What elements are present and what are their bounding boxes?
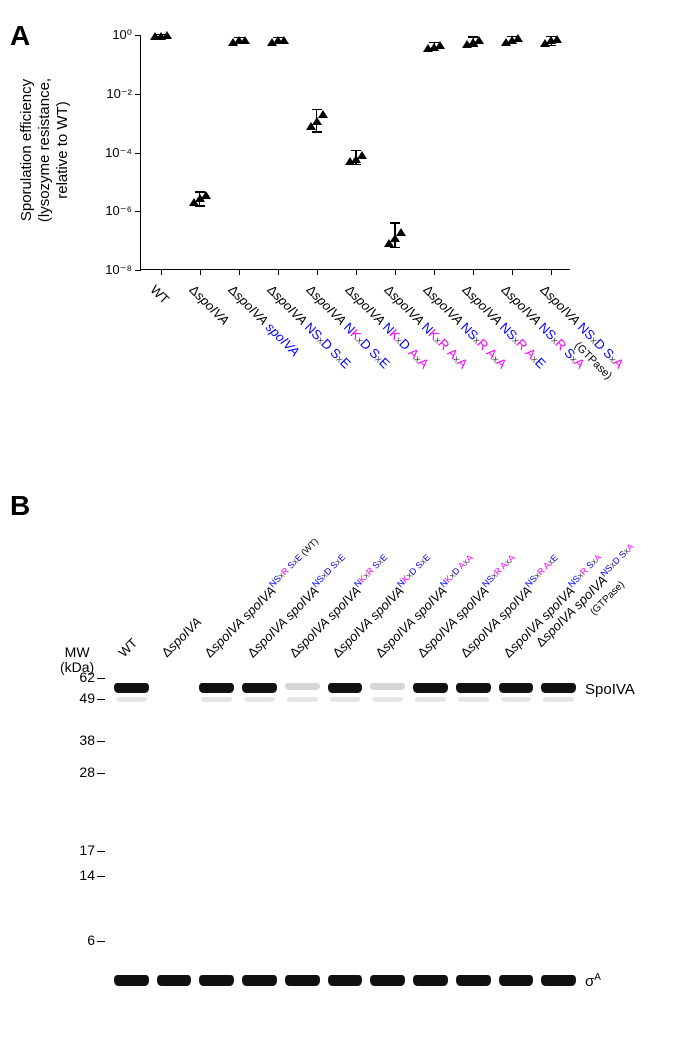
x-category-label: ΔspoIVA spoIVA <box>225 282 302 359</box>
x-tick <box>161 269 162 275</box>
sigma-a-band <box>370 975 405 986</box>
x-tick <box>278 269 279 275</box>
mw-marker-label: 38 <box>70 732 105 748</box>
mw-marker-label: 17 <box>70 842 105 858</box>
spoiva-band <box>499 683 534 693</box>
spoiva-band <box>456 683 491 693</box>
x-category-label: WT <box>147 282 172 307</box>
panel-b-label: B <box>10 490 30 522</box>
spoiva-band <box>199 683 234 693</box>
sigma-a-label: σA <box>585 972 601 990</box>
spoiva-band <box>541 683 576 693</box>
y-tick <box>135 35 141 36</box>
x-tick <box>356 269 357 275</box>
sigma-a-band <box>328 975 363 986</box>
x-tick <box>434 269 435 275</box>
panel-a: A Sporulation efficiency(lysozyme resist… <box>10 20 675 450</box>
mw-marker-label: 62 <box>70 669 105 685</box>
spoiva-band <box>328 683 363 693</box>
error-cap <box>312 131 322 132</box>
error-cap <box>390 222 400 223</box>
data-point <box>474 36 484 44</box>
lane-label: ΔspoIVA <box>158 614 204 660</box>
mw-marker-label: 28 <box>70 764 105 780</box>
data-point <box>513 34 523 42</box>
data-point <box>357 151 367 159</box>
band-smear <box>501 697 532 702</box>
x-tick <box>317 269 318 275</box>
sigma-a-band <box>199 975 234 986</box>
chart-area: 10⁻⁸10⁻⁶10⁻⁴10⁻²10⁰WTΔspoIVAΔspoIVA spoI… <box>140 35 570 270</box>
loading-control-blot <box>110 970 580 992</box>
panel-b: B WTΔspoIVAΔspoIVA spoIVANSxR SxE (WT)Δs… <box>10 490 675 1030</box>
band-smear <box>116 697 147 702</box>
y-tick-label: 10⁰ <box>112 27 132 43</box>
data-point <box>552 35 562 43</box>
band-smear <box>287 697 318 702</box>
spoiva-band <box>413 683 448 693</box>
band-smear <box>201 697 232 702</box>
spoiva-band <box>114 683 149 693</box>
y-tick-label: 10⁻⁶ <box>105 203 132 219</box>
sigma-a-band <box>285 975 320 986</box>
band-smear <box>244 697 275 702</box>
band-smear <box>330 697 361 702</box>
x-tick <box>239 269 240 275</box>
blot-container <box>110 665 590 992</box>
spoiva-label: SpoIVA <box>585 681 635 698</box>
sigma-a-band <box>541 975 576 986</box>
x-tick <box>551 269 552 275</box>
mw-marker-label: 14 <box>70 867 105 883</box>
y-tick <box>135 211 141 212</box>
y-tick-label: 10⁻² <box>106 86 132 102</box>
panel-a-label: A <box>10 20 30 52</box>
figure-container: A Sporulation efficiency(lysozyme resist… <box>10 20 675 1030</box>
data-point <box>396 228 406 236</box>
band-smear <box>543 697 574 702</box>
band-smear <box>372 697 403 702</box>
spoiva-band <box>370 683 405 690</box>
data-point <box>162 31 172 39</box>
sigma-a-band <box>242 975 277 986</box>
mw-marker-label: 6 <box>70 932 105 948</box>
sigma-a-band <box>499 975 534 986</box>
y-tick <box>135 153 141 154</box>
mw-marker-label: 49 <box>70 690 105 706</box>
y-axis-label: Sporulation efficiency(lysozyme resistan… <box>18 78 72 222</box>
band-smear <box>458 697 489 702</box>
spoiva-band <box>242 683 277 693</box>
band-smear <box>415 697 446 702</box>
x-tick <box>473 269 474 275</box>
lane-label: WT <box>116 635 141 660</box>
data-point <box>279 36 289 44</box>
lane-labels-container: WTΔspoIVAΔspoIVA spoIVANSxR SxE (WT)Δspo… <box>110 490 590 665</box>
data-point <box>240 36 250 44</box>
x-tick <box>200 269 201 275</box>
y-tick <box>135 270 141 271</box>
data-point <box>201 191 211 199</box>
sigma-a-band <box>114 975 149 986</box>
sigma-a-band <box>456 975 491 986</box>
y-tick-label: 10⁻⁴ <box>105 145 132 161</box>
x-tick <box>512 269 513 275</box>
y-axis-label-text: Sporulation efficiency(lysozyme resistan… <box>18 78 71 222</box>
x-category-label: ΔspoIVA <box>186 282 232 328</box>
sigma-a-band <box>157 975 192 986</box>
spoiva-band <box>285 683 320 690</box>
y-tick-label: 10⁻⁸ <box>105 262 132 278</box>
y-tick <box>135 94 141 95</box>
main-blot <box>110 665 580 960</box>
data-point <box>435 41 445 49</box>
data-point <box>318 110 328 118</box>
x-tick <box>395 269 396 275</box>
sigma-a-band <box>413 975 448 986</box>
